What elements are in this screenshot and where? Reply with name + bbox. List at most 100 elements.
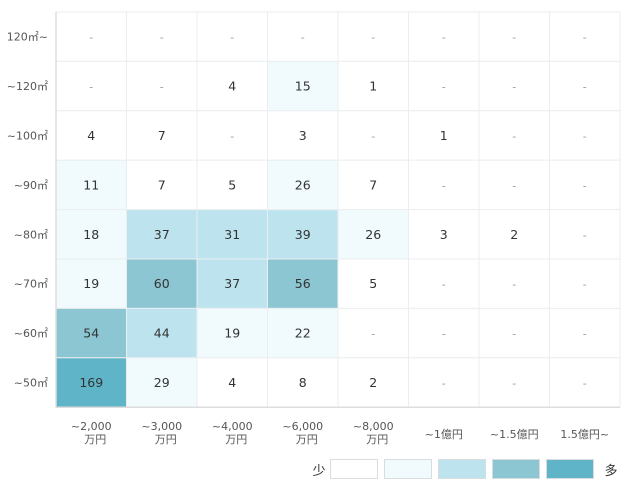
cell-value-label: 3 — [440, 227, 448, 242]
cell-value-label: - — [512, 81, 516, 94]
cell-value-label: - — [512, 31, 516, 44]
heatmap-cell — [549, 209, 621, 260]
cell-value-label: 54 — [83, 326, 99, 341]
heatmap-cell — [478, 110, 550, 161]
heatmap-cell — [549, 258, 621, 309]
cell-value-label: 2 — [369, 375, 377, 390]
heatmap-cell — [478, 159, 550, 211]
cell-value-label: - — [583, 328, 587, 341]
row-label: ~70㎡ — [14, 278, 48, 291]
cell-value-label: 2 — [510, 227, 518, 242]
column-label: ~8,000 万円 — [353, 420, 394, 446]
heatmap-cell — [267, 258, 339, 309]
row-label: ~100㎡ — [7, 130, 48, 143]
heatmap-cell — [55, 159, 127, 211]
row-label: ~80㎡ — [14, 228, 48, 241]
cell-value-label: 4 — [228, 79, 236, 94]
cell-value-label: 1 — [369, 79, 377, 94]
column-label: ~1億円 — [425, 428, 463, 441]
cell-value-label: 11 — [83, 177, 99, 192]
cell-value-label: 5 — [369, 276, 377, 291]
cell-value-label: - — [512, 328, 516, 341]
cell-value-label: 60 — [154, 276, 170, 291]
cell-value-label: - — [442, 328, 446, 341]
heatmap-cell — [196, 307, 268, 359]
heatmap-cell — [337, 60, 409, 112]
heatmap-cell — [549, 159, 621, 211]
cell-value-label: 56 — [295, 276, 311, 291]
cell-value-label: - — [583, 377, 587, 390]
heatmap-cell — [55, 110, 127, 161]
heatmap-cell — [408, 357, 480, 408]
heatmap-cell — [267, 307, 339, 359]
column-label: ~2,000 万円 — [71, 420, 112, 446]
row-label: ~60㎡ — [14, 327, 48, 340]
heatmap-cell — [408, 110, 480, 161]
cell-value-label: - — [442, 278, 446, 291]
heatmap-cell — [549, 307, 621, 359]
cell-value-label: 7 — [369, 177, 377, 192]
heatmap-cell — [337, 258, 409, 309]
cell-value-label: 26 — [295, 177, 311, 192]
heatmap-cell — [478, 258, 550, 309]
heatmap-cell — [549, 60, 621, 112]
row-label: 120㎡~ — [7, 31, 48, 44]
heatmap-cell — [196, 357, 268, 408]
legend-swatch-5 — [546, 459, 594, 479]
legend-swatch-3 — [438, 459, 486, 479]
heatmap-cell — [267, 357, 339, 408]
heatmap-cell — [408, 307, 480, 359]
heatmap-cell — [55, 11, 127, 62]
row-label: ~120㎡ — [7, 80, 48, 93]
cell-value-label: - — [442, 179, 446, 192]
cell-value-label: 37 — [154, 227, 170, 242]
cell-value-label: 15 — [295, 79, 311, 94]
heatmap-cell — [55, 258, 127, 309]
cell-value-label: - — [442, 377, 446, 390]
heatmap-cell — [408, 258, 480, 309]
column-label: 1.5億円~ — [560, 428, 609, 441]
heatmap-cell — [478, 60, 550, 112]
heatmap-cell — [196, 258, 268, 309]
cell-value-label: - — [512, 278, 516, 291]
cell-value-label: 4 — [228, 375, 236, 390]
column-label: ~6,000 万円 — [282, 420, 323, 446]
heatmap-cell — [126, 307, 198, 359]
legend-swatch-1 — [330, 459, 378, 479]
cell-value-label: - — [160, 31, 164, 44]
legend-low-label: 少 — [312, 463, 326, 479]
heatmap-cell — [267, 110, 339, 161]
heatmap-cell — [408, 60, 480, 112]
cell-value-label: - — [442, 81, 446, 94]
cell-value-label: 18 — [83, 227, 99, 242]
color-legend: 少 多 — [308, 456, 622, 482]
heatmap-cell — [196, 110, 268, 161]
cell-value-label: 22 — [295, 326, 311, 341]
heatmap-cell — [126, 11, 198, 62]
cell-value-label: - — [371, 130, 375, 143]
row-label: ~50㎡ — [14, 377, 48, 390]
cell-value-label: - — [160, 81, 164, 94]
cell-value-label: - — [89, 31, 93, 44]
heatmap-cell — [196, 209, 268, 260]
cell-value-label: 5 — [228, 177, 236, 192]
cell-value-label: 39 — [295, 227, 311, 242]
heatmap-cell — [549, 11, 621, 62]
heatmap-cell — [408, 159, 480, 211]
cell-value-label: 7 — [158, 177, 166, 192]
cell-value-label: 7 — [158, 128, 166, 143]
cell-value-label: - — [583, 81, 587, 94]
cell-value-label: - — [371, 31, 375, 44]
cell-value-label: - — [512, 377, 516, 390]
cell-value-label: 169 — [79, 375, 103, 390]
cell-value-label: 19 — [83, 276, 99, 291]
heatmap-cell — [408, 209, 480, 260]
cell-value-label: - — [442, 31, 446, 44]
cell-value-label: 4 — [87, 128, 95, 143]
cell-value-label: - — [230, 130, 234, 143]
heatmap-cell — [126, 159, 198, 211]
cell-value-label: - — [512, 179, 516, 192]
heatmap-cell — [126, 60, 198, 112]
column-label: ~1.5億円 — [490, 428, 539, 441]
